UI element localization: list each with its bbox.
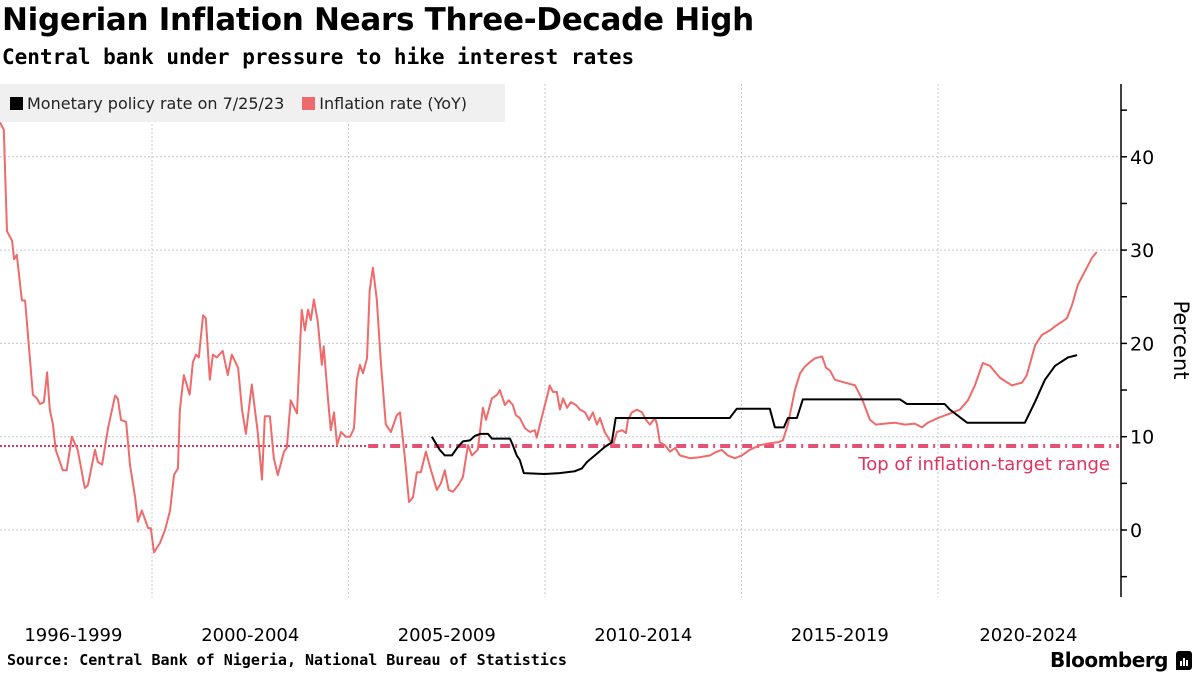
inflation-rate-line: [0, 121, 1098, 554]
target-line-label: Top of inflation-target range: [857, 454, 1110, 475]
x-tick-label: 1996-1999: [24, 625, 122, 646]
legend-label-policy-rate: Monetary policy rate on 7/25/23: [27, 93, 285, 113]
bloomberg-logo: Bloomberg: [1050, 648, 1168, 672]
x-tick-label: 2005-2009: [398, 625, 496, 646]
policy-rate-line: [430, 354, 1078, 475]
y-tick-label: 40: [1130, 147, 1154, 169]
inflation-swatch: [302, 96, 316, 110]
chart-title: Nigerian Inflation Nears Three-Decade Hi…: [2, 2, 754, 38]
gridlines: [0, 84, 1119, 597]
y-tick-label: 0: [1130, 520, 1142, 542]
legend-label-inflation: Inflation rate (YoY): [319, 93, 468, 113]
x-tick-label: 2020-2024: [979, 625, 1077, 646]
legend-item-policy-rate: Monetary policy rate on 7/25/23: [10, 94, 284, 113]
y-axis-label: Percent: [1169, 300, 1193, 379]
legend: Monetary policy rate on 7/25/23 Inflatio…: [0, 84, 505, 122]
x-tick-label: 2015-2019: [791, 625, 889, 646]
x-tick-label: 2010-2014: [594, 625, 692, 646]
legend-item-inflation: Inflation rate (YoY): [302, 94, 467, 113]
source-note: Source: Central Bank of Nigeria, Nationa…: [7, 651, 567, 669]
policy-rate-swatch: [10, 96, 23, 110]
series-group: [0, 121, 1098, 554]
bloomberg-terminal-icon: [1176, 651, 1192, 670]
y-tick-label: 10: [1130, 427, 1154, 449]
x-tick-label: 2000-2004: [201, 625, 299, 646]
y-tick-label: 30: [1130, 240, 1154, 262]
y-tick-label: 20: [1130, 333, 1154, 355]
chart-subtitle: Central bank under pressure to hike inte…: [2, 45, 635, 69]
x-axis-labels: 1996-1999 2000-2004 2005-2009 2010-2014 2015…: [24, 625, 1077, 646]
y-axis: 0 10 20 30 40: [1120, 84, 1154, 597]
